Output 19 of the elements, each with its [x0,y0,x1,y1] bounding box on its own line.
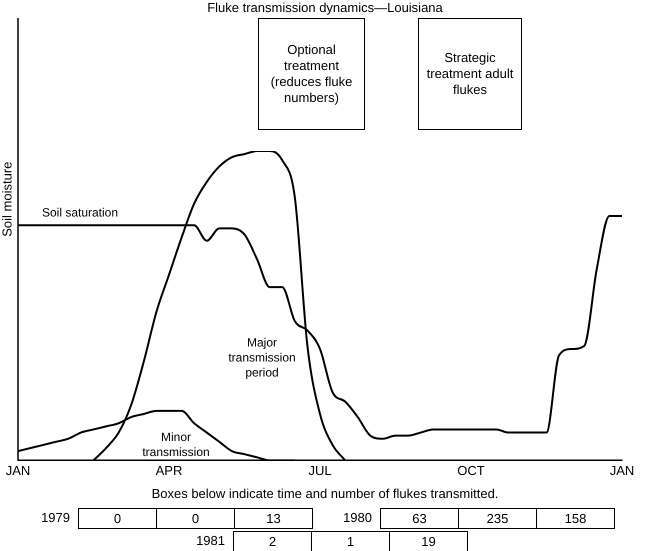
x-tick-label: JAN [610,462,634,478]
text: 1980 [342,510,372,525]
chart-title: Fluke transmission dynamics—Louisiana [206,0,444,15]
x-tick-label: APR [156,462,182,478]
series-label: Major transmission period [228,335,296,380]
x-tick-label: JAN [6,462,30,478]
x-tick-label: JUL [308,462,332,478]
text: 1979 [40,510,70,525]
x-tick-label: OCT [457,462,485,478]
note-box: Strategic treatment adult flukes [418,18,522,130]
series-label: Soil saturation [42,205,118,220]
count-boxes: 63 235 158 [380,508,615,529]
series-label: Minor transmission [142,430,210,459]
count-boxes: 0 0 13 [78,508,313,529]
text: Boxes below indicate time and number of flukes transmitted. [150,486,500,501]
count-boxes: 2 1 19 [233,531,468,551]
y-axis-title: Soil moisture [0,162,15,237]
note-box: Optional treatment (reduces fluke numbers) [258,18,365,130]
text: 1981 [195,533,225,548]
